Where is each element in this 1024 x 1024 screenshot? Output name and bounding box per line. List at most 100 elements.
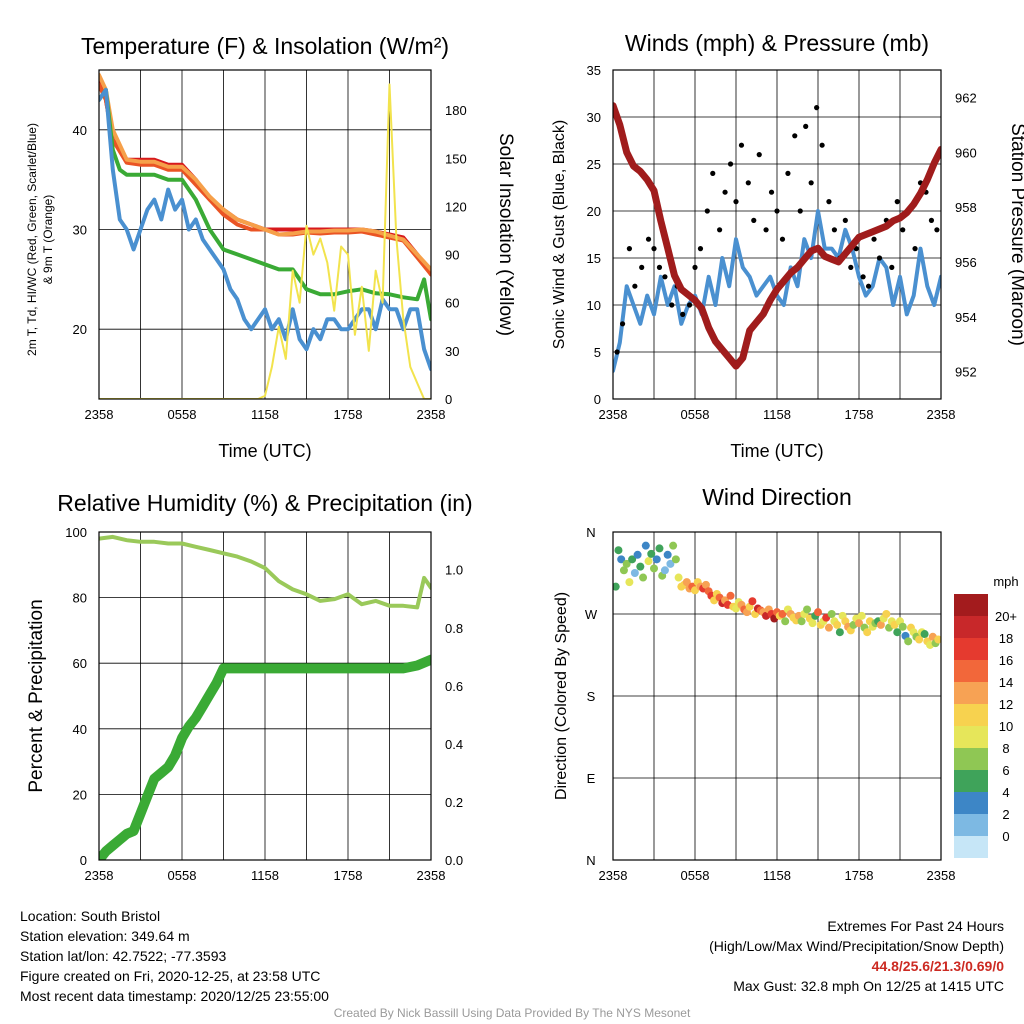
x-tick-label: 0558 — [681, 868, 710, 883]
direction-point — [808, 619, 817, 628]
y-tick-label: N — [586, 853, 595, 868]
direction-point — [650, 564, 658, 573]
colorbar-label: 16 — [999, 653, 1013, 668]
y2-tick-label: 960 — [955, 145, 977, 160]
colorbar-label: 8 — [1002, 741, 1009, 756]
gust-point — [803, 123, 809, 129]
gust-point — [626, 246, 633, 252]
y2-tick-label: 0.6 — [445, 679, 463, 694]
gust-point — [826, 199, 832, 205]
direction-point — [857, 611, 866, 620]
direction-point — [778, 610, 787, 618]
y2-tick-label: 0.0 — [445, 853, 463, 868]
gust-point — [669, 302, 675, 308]
gust-point — [738, 142, 745, 148]
direction-point — [666, 559, 675, 568]
gust-point — [662, 274, 668, 280]
location-text: Location: South Bristol — [20, 908, 161, 924]
gust-point — [842, 217, 848, 223]
gust-point — [871, 236, 877, 242]
chart-title: Temperature (F) & Insolation (W/m²) — [81, 33, 449, 59]
y-tick-label: N — [586, 525, 595, 540]
gust-point — [680, 311, 686, 317]
direction-point — [882, 610, 891, 618]
colorbar-title: mph — [993, 574, 1018, 589]
gust-point — [686, 302, 693, 308]
grid-lines — [99, 531, 431, 861]
direction-point — [660, 566, 669, 575]
direction-point — [617, 555, 626, 564]
direction-point — [726, 591, 735, 600]
direction-point — [904, 637, 913, 646]
x-tick-label: 0558 — [681, 407, 710, 422]
gust-point — [710, 170, 716, 176]
colorbar-swatch — [954, 726, 988, 748]
y2-tick-label: 120 — [445, 199, 467, 214]
x-tick-label: 1158 — [251, 868, 279, 883]
direction-point — [855, 619, 863, 628]
gust-point — [889, 264, 895, 270]
station-info: Location: South Bristol Station elevatio… — [20, 906, 329, 1006]
direction-point — [781, 617, 790, 626]
gust-point — [912, 246, 918, 252]
gust-point — [697, 246, 704, 252]
colorbar-swatch — [954, 836, 988, 858]
colorbar-label: 2 — [1002, 807, 1009, 822]
x-tick-label: 1758 — [334, 407, 363, 422]
gust-point — [727, 161, 734, 167]
direction-point — [833, 620, 842, 629]
extremes-values: 44.8/25.6/21.3/0.69/0 — [871, 958, 1004, 974]
x-axis-label: Time (UTC) — [218, 441, 311, 461]
x-tick-label: 0558 — [168, 407, 197, 422]
colorbar-swatch — [954, 594, 988, 616]
gust-point — [797, 208, 803, 214]
y-tick-label: 20 — [587, 204, 601, 219]
direction-point — [748, 597, 757, 606]
y2-axis-label: Solar Insolation (Yellow) — [495, 133, 516, 336]
colorbar-label: 18 — [999, 631, 1013, 646]
y2-tick-label: 90 — [445, 248, 459, 263]
colorbar: mph 20+ 18 16 14 12 10 8 6 4 2 0 — [954, 574, 1019, 858]
series-line-maroon — [613, 102, 941, 370]
x-tick-label: 1158 — [763, 868, 791, 883]
series-line-relative-humidity — [99, 534, 431, 610]
x-tick-label: 1158 — [251, 407, 279, 422]
gust-point — [645, 236, 652, 242]
direction-point — [655, 544, 664, 553]
chart-panel-3: 2358 0558 1158 1758 23580204060801000.00.20.… — [26, 490, 473, 883]
chart-panel-1: 2358 0558 1158 1758 2358 20 30 40 0 30 60 90 120 150 1… — [25, 33, 516, 461]
timestamp-text: Most recent data timestamp: 2020/12/25 2… — [20, 988, 329, 1004]
direction-point — [915, 635, 924, 644]
gust-point — [768, 189, 775, 195]
direction-point — [663, 550, 672, 559]
gust-point — [860, 274, 866, 280]
gust-point — [614, 349, 620, 355]
y-tick-label: 30 — [73, 223, 87, 238]
direction-point — [619, 566, 628, 575]
y-tick-label: 100 — [65, 525, 87, 540]
extremes-info: Extremes For Past 24 Hours (High/Low/Max… — [709, 916, 1004, 996]
chart-title: Wind Direction — [702, 484, 852, 510]
chart-title: Relative Humidity (%) & Precipitation (i… — [57, 490, 472, 516]
y-axis-label: 2m T, Td, HI/WC (Red, Green, Scarlet/Blu… — [25, 123, 39, 356]
colorbar-swatch — [954, 638, 988, 660]
y-tick-label: 0 — [80, 853, 87, 868]
direction-point — [669, 541, 678, 550]
plot-frame — [612, 69, 942, 400]
series-line-blue — [99, 87, 431, 372]
gust-point — [722, 189, 728, 195]
y-tick-label: 60 — [73, 656, 87, 671]
y-tick-label: 20 — [73, 787, 87, 802]
x-tick-label: 2358 — [417, 407, 446, 422]
direction-point — [674, 573, 683, 582]
series-line-orange — [99, 73, 431, 272]
gust-point — [934, 227, 940, 233]
y-tick-label: 35 — [587, 63, 601, 78]
gust-point — [751, 217, 757, 223]
direction-point — [613, 582, 620, 591]
colorbar-label: 4 — [1002, 785, 1009, 800]
direction-point — [797, 617, 806, 626]
y-tick-label: E — [587, 771, 596, 786]
y2-tick-label: 962 — [955, 90, 977, 105]
y-tick-label: 0 — [594, 392, 601, 407]
